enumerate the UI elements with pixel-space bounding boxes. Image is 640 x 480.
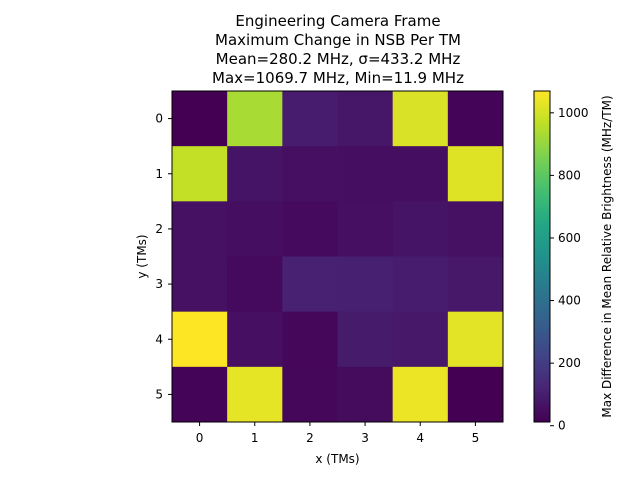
y-tick-label: 0 — [155, 112, 163, 126]
heatmap-cell — [447, 366, 504, 423]
colorbar-tick-label: 600 — [558, 231, 581, 245]
heatmap-cell — [392, 256, 449, 313]
heatmap-cell — [282, 201, 338, 257]
title-line-1: Engineering Camera Frame — [235, 12, 441, 30]
heatmap-cell — [392, 146, 449, 202]
x-tick-label: 2 — [306, 431, 314, 445]
heatmap-cell — [227, 201, 283, 257]
x-tick-label: 1 — [251, 431, 259, 445]
heatmap-cell — [392, 201, 449, 257]
heatmap-cell — [172, 311, 228, 368]
y-axis-label: y (TMs) — [135, 234, 149, 278]
colorbar-tick-label: 200 — [558, 356, 581, 370]
heatmap-cell — [172, 91, 228, 147]
y-tick-label: 2 — [155, 222, 163, 236]
heatmap-cell — [227, 366, 283, 423]
heatmap-cell — [172, 256, 228, 313]
heatmap-cell — [447, 201, 504, 257]
x-axis-ticks: 0 1 2 3 4 5 — [196, 422, 479, 445]
heatmap-cell — [282, 256, 338, 313]
heatmap-cell — [227, 91, 283, 147]
heatmap-cell — [447, 311, 504, 368]
heatmap-cell — [172, 146, 228, 202]
heatmap-cell — [227, 256, 283, 313]
y-tick-label: 5 — [155, 387, 163, 401]
title-line-4: Max=1069.7 MHz, Min=11.9 MHz — [212, 69, 464, 87]
x-axis-label: x (TMs) — [315, 452, 359, 466]
heatmap-cell — [337, 201, 394, 257]
heatmap-cell — [337, 146, 394, 202]
heatmap-cell — [282, 366, 338, 423]
x-tick-label: 5 — [472, 431, 480, 445]
heatmap-cell — [392, 91, 449, 147]
heatmap-cell — [337, 91, 394, 147]
title-line-3: Mean=280.2 MHz, σ=433.2 MHz — [215, 50, 461, 68]
x-tick-label: 4 — [416, 431, 424, 445]
heatmap-cell — [447, 91, 504, 147]
x-tick-label: 3 — [361, 431, 369, 445]
heatmap-cell — [172, 201, 228, 257]
y-tick-label: 4 — [155, 332, 163, 346]
heatmap-cell — [227, 146, 283, 202]
heatmap-cell — [392, 311, 449, 368]
heatmap-cell — [447, 146, 504, 202]
heatmap-cell — [172, 366, 228, 423]
heatmap-cell — [282, 311, 338, 368]
heatmap-cell — [337, 256, 394, 313]
y-axis-ticks: 0 1 2 3 4 5 — [155, 112, 172, 401]
heatmap-cell — [337, 366, 394, 423]
x-tick-label: 0 — [196, 431, 204, 445]
heatmap-cell — [392, 366, 449, 423]
plot-frame — [171, 90, 504, 423]
heatmap-cell — [337, 311, 394, 368]
heatmap-cells — [172, 91, 504, 423]
heatmap-cell — [282, 91, 338, 147]
colorbar-tick-label: 400 — [558, 294, 581, 308]
heatmap-cell — [447, 256, 504, 313]
colorbar-tick-label: 1000 — [558, 106, 589, 120]
heatmap-cell — [282, 146, 338, 202]
colorbar-label: Max Difference in Mean Relative Brightne… — [600, 95, 614, 417]
heatmap-cell — [227, 311, 283, 368]
colorbar — [533, 90, 551, 423]
colorbar-tick-label: 800 — [558, 168, 581, 182]
colorbar-tick-label: 0 — [558, 419, 566, 433]
y-tick-label: 1 — [155, 167, 163, 181]
title-line-2: Maximum Change in NSB Per TM — [215, 31, 461, 49]
y-tick-label: 3 — [155, 277, 163, 291]
colorbar-ticks: 0 200 400 600 800 1000 — [550, 106, 589, 433]
